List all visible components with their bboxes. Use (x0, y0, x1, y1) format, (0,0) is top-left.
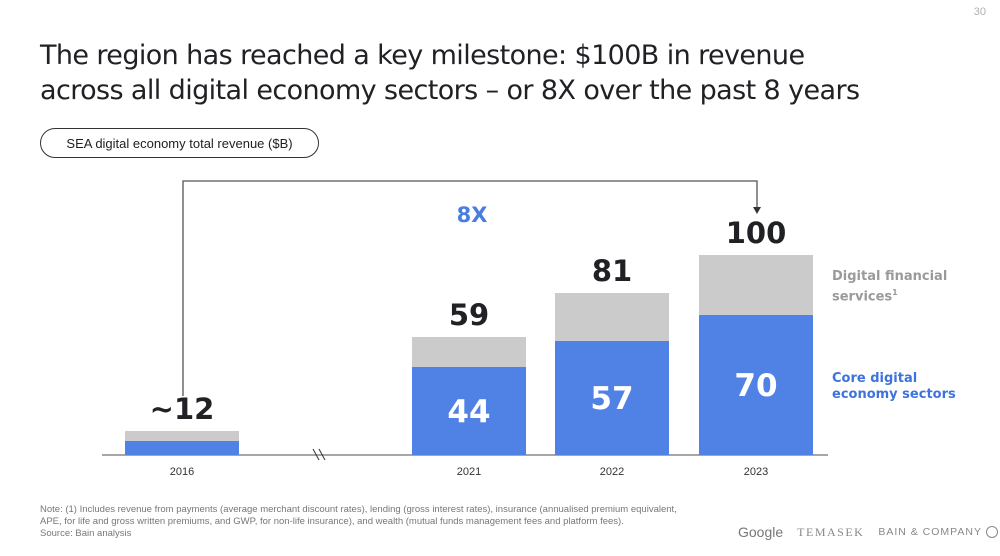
note-line-1: Note: (1) Includes revenue from payments… (40, 504, 677, 515)
page-number: 30 (973, 6, 986, 18)
bar-core-2016 (125, 441, 239, 455)
arrowhead-icon (753, 207, 761, 214)
total-label-2021: 59 (449, 298, 489, 332)
total-label-2023: 100 (726, 216, 787, 250)
total-label-2022: 81 (592, 254, 632, 288)
legend-digital-financial-services: Digital financial services1 (832, 269, 1000, 305)
bain-logo-text: BAIN & COMPANY (878, 525, 982, 538)
bain-compass-icon (985, 526, 998, 539)
google-logo: Google (738, 524, 784, 540)
axis-break-mark (318, 448, 326, 461)
x-tick-label-2021: 2021 (457, 466, 481, 478)
bar-core-2023 (699, 315, 813, 455)
bar-core-2022 (555, 341, 669, 455)
legend-core-line-1: Core digital (832, 371, 918, 386)
partner-logos: Google TEMASEK BAIN & COMPANY (738, 524, 998, 540)
growth-bracket-line (182, 180, 758, 396)
axis-break-mark (312, 448, 320, 461)
title-line-2: across all digital economy sectors – or … (40, 75, 860, 106)
bain-logo: BAIN & COMPANY (878, 525, 998, 539)
title-line-1: The region has reached a key milestone: … (40, 40, 805, 71)
legend-core-digital-economy: Core digital economy sectors (832, 371, 956, 403)
bar-dfs-2021 (412, 337, 526, 367)
footnote: Note: (1) Includes revenue from payments… (40, 504, 677, 540)
legend-core-line-2: economy sectors (832, 387, 956, 402)
metric-pill: SEA digital economy total revenue ($B) (40, 128, 319, 158)
footnote-marker: 1 (892, 288, 898, 297)
temasek-logo: TEMASEK (797, 524, 865, 539)
total-label-2016: ~12 (150, 392, 215, 426)
x-tick-label-2023: 2023 (744, 466, 768, 478)
core-value-label-2022: 57 (590, 381, 633, 417)
legend-dfs-label: Digital financial services (832, 269, 948, 305)
x-tick-label-2016: 2016 (170, 466, 194, 478)
core-value-label-2021: 44 (447, 394, 490, 430)
growth-multiple-label: 8X (457, 203, 488, 227)
bar-dfs-2022 (555, 293, 669, 341)
bar-dfs-2016 (125, 431, 239, 441)
source-line: Source: Bain analysis (40, 528, 132, 539)
note-line-2: APE, for life and gross written premiums… (40, 516, 624, 527)
page-title: The region has reached a key milestone: … (40, 38, 860, 108)
core-value-label-2023: 70 (734, 368, 777, 404)
x-tick-label-2022: 2022 (600, 466, 624, 478)
bar-core-2021 (412, 367, 526, 455)
bar-dfs-2023 (699, 255, 813, 315)
